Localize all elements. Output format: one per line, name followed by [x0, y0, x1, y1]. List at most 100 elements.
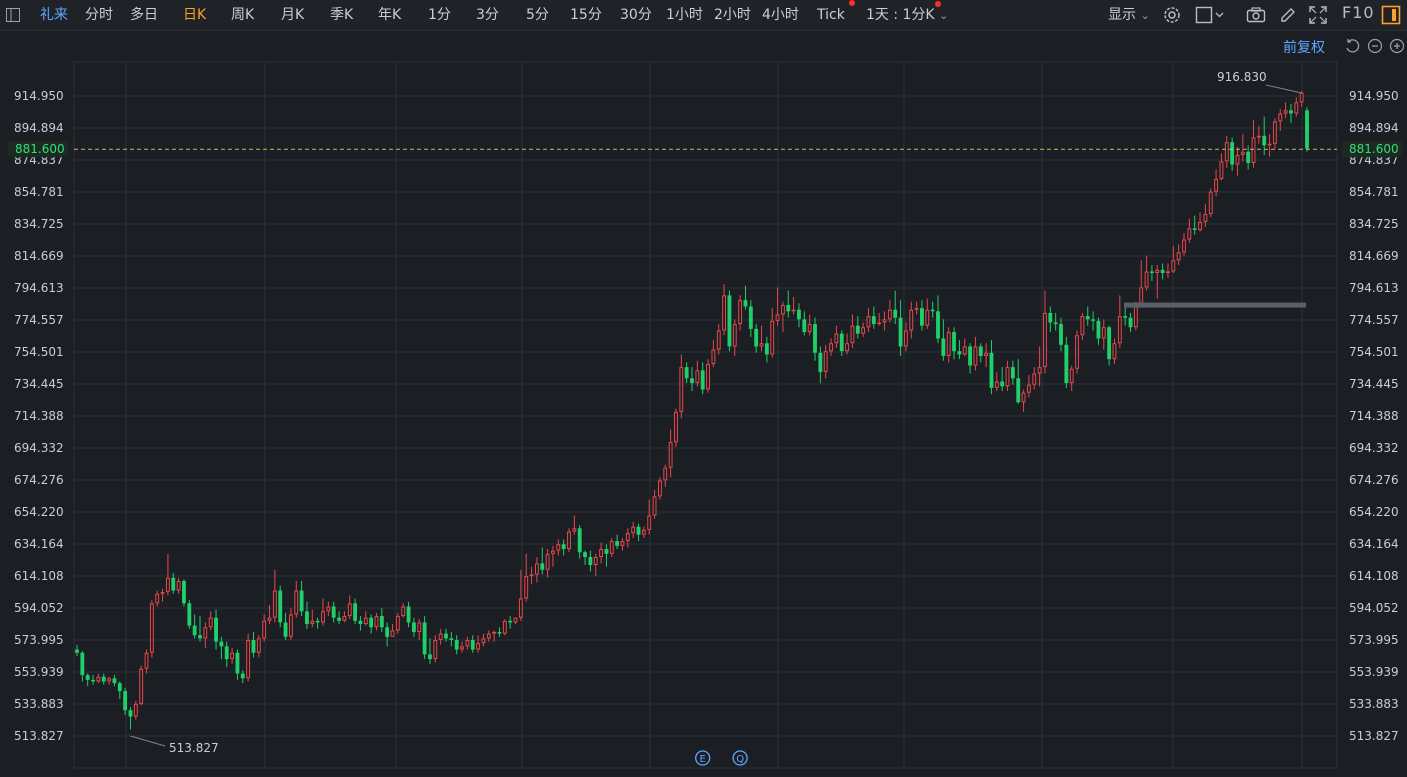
candle-body: [957, 351, 962, 355]
candle: [748, 300, 753, 337]
period-tab-4[interactable]: 月K: [281, 7, 305, 23]
y-tick-right-label: 614.108: [1349, 569, 1399, 583]
period-tab-0[interactable]: 分时: [85, 7, 113, 23]
candle: [994, 371, 999, 392]
period-tab-10[interactable]: 15分: [570, 7, 602, 23]
candle: [1133, 301, 1138, 331]
candle-body: [770, 320, 775, 355]
display-menu[interactable]: 显示 ⌄: [1108, 7, 1150, 24]
candle-body: [1224, 142, 1229, 162]
candle: [1107, 325, 1112, 366]
candle-body: [187, 603, 192, 626]
period-tab-1[interactable]: 多日: [130, 7, 158, 23]
stock-name[interactable]: 礼来: [40, 7, 68, 23]
candle: [230, 647, 235, 664]
candle-body: [149, 603, 154, 653]
period-tab-8[interactable]: 3分: [476, 7, 499, 23]
sidebar-toggle-icon[interactable]: [6, 7, 20, 22]
period-tab-14[interactable]: 4小时: [762, 7, 799, 23]
candle-body: [818, 352, 823, 372]
candle: [903, 322, 908, 352]
candle-body: [775, 314, 780, 321]
top-toolbar: 礼来 分时 多日 日K 周K 月K 季K 年K 1分 3分 5分 15分 30分 1小时 2小时 4小时 Tic…: [0, 0, 1407, 31]
candle: [267, 604, 272, 625]
event-marker-circle: [695, 750, 711, 766]
y-tick-right-label: 634.164: [1349, 537, 1399, 551]
candle-body: [641, 529, 646, 535]
settings-gear-icon[interactable]: [1162, 5, 1182, 25]
candle-body: [706, 363, 710, 390]
candle-body: [1278, 113, 1283, 122]
candle-body: [1267, 143, 1272, 146]
candle: [433, 635, 438, 663]
chevron-down-icon: ⌄: [1140, 9, 1150, 22]
candle: [641, 526, 646, 538]
candle: [1203, 204, 1208, 227]
candle-body: [1155, 269, 1160, 274]
candle: [711, 340, 716, 368]
adjust-type-button[interactable]: 前复权: [1283, 40, 1325, 56]
layout-box-icon[interactable]: [1195, 5, 1224, 25]
candle-body: [1251, 137, 1256, 163]
period-tab-2[interactable]: 日K: [183, 7, 207, 23]
candle: [444, 628, 448, 642]
undo-icon[interactable]: [1344, 38, 1360, 54]
panel-toggle-icon[interactable]: [1381, 5, 1401, 25]
period-tab-6[interactable]: 年K: [378, 7, 402, 23]
candle: [401, 603, 406, 618]
camera-icon[interactable]: [1246, 5, 1266, 25]
candle: [165, 553, 170, 596]
f10-button[interactable]: F10: [1342, 3, 1375, 22]
period-tab-9[interactable]: 5分: [526, 7, 549, 23]
candle-body: [1299, 92, 1304, 103]
candle: [256, 635, 261, 658]
interval-alert-dot: [935, 1, 941, 7]
candle-body: [722, 295, 727, 331]
candle-body: [1069, 368, 1074, 384]
candle-body: [1000, 381, 1005, 387]
candle-body: [1128, 317, 1133, 328]
y-tick-right-label: 874.837: [1349, 153, 1399, 167]
candle-body: [326, 606, 331, 612]
y-tick-left-label: 774.557: [14, 313, 64, 327]
candle: [1262, 116, 1267, 155]
candle-body: [978, 346, 983, 356]
candle-body: [476, 643, 481, 650]
interval-select[interactable]: 1天 : 1分K ⌄: [866, 7, 948, 24]
period-tab-7[interactable]: 1分: [428, 7, 451, 23]
candle: [567, 528, 571, 553]
candle-body: [968, 346, 973, 366]
candle-body: [1283, 110, 1288, 114]
period-tab-15[interactable]: Tick: [817, 7, 845, 23]
candle-body: [133, 703, 138, 717]
candle-body: [743, 300, 748, 307]
candle-body: [75, 649, 79, 653]
period-tab-3[interactable]: 周K: [231, 7, 255, 23]
candle: [1187, 218, 1192, 243]
candle-body: [518, 598, 523, 618]
candle-body: [272, 590, 277, 618]
candle-body: [305, 611, 309, 625]
candle: [866, 308, 871, 333]
draw-pencil-icon[interactable]: [1278, 5, 1298, 25]
candle-body: [80, 652, 85, 676]
candle: [877, 312, 882, 326]
candle-body: [791, 309, 796, 312]
candle: [551, 545, 555, 567]
candle-body: [1032, 373, 1037, 385]
candle: [214, 609, 218, 650]
candle: [1278, 108, 1283, 132]
fullscreen-icon[interactable]: [1308, 5, 1328, 25]
period-tab-11[interactable]: 30分: [620, 7, 652, 23]
candle-body: [337, 617, 341, 621]
y-tick-left-label: 573.995: [14, 633, 64, 647]
candle: [465, 636, 470, 650]
period-tab-12[interactable]: 1小时: [666, 7, 703, 23]
period-tab-13[interactable]: 2小时: [714, 7, 751, 23]
period-tab-5[interactable]: 季K: [330, 7, 354, 23]
candle: [497, 627, 502, 637]
candle-body: [406, 606, 411, 623]
zoom-out-icon[interactable]: [1367, 38, 1383, 54]
zoom-in-icon[interactable]: [1389, 38, 1405, 54]
